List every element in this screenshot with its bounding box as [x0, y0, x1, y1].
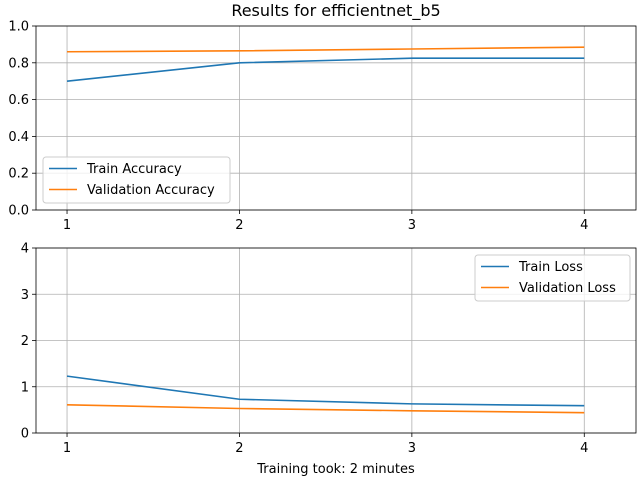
series-line-2 [67, 47, 584, 52]
y-tick-label: 3 [21, 288, 29, 303]
x-tick-label: 1 [63, 218, 71, 233]
y-tick-label: 0.8 [8, 56, 29, 71]
x-tick-label: 2 [235, 441, 243, 456]
legend-entry-2: Validation Accuracy [87, 183, 215, 198]
series-line-1 [67, 58, 584, 81]
y-tick-label: 0.4 [8, 130, 29, 145]
legend-entry-1: Train Accuracy [86, 162, 182, 177]
y-tick-label: 2 [21, 334, 29, 349]
chart-panel-2: 1 2 3 4 0 1 2 3 4 Training took: 2 minutes Train L… [21, 242, 636, 478]
y-tick-label: 0.6 [8, 93, 29, 108]
series-line-1 [67, 376, 584, 406]
x-tick-label: 2 [235, 218, 243, 233]
y-tick-label: 0.2 [8, 167, 29, 182]
chart-panel-1: 1 2 3 4 0.0 0.2 0.4 0.6 0.8 1.0 Results for effici… [8, 1, 636, 233]
y-tick-label: 0 [21, 427, 29, 442]
y-tick-label: 1 [21, 380, 29, 395]
y-tick-label: 0.0 [8, 204, 29, 219]
legend-entry-1: Train Loss [518, 260, 583, 275]
series-line-2 [67, 405, 584, 413]
x-axis-label: Training took: 2 minutes [256, 462, 415, 477]
x-tick-label: 3 [408, 441, 416, 456]
x-tick-label: 1 [63, 441, 71, 456]
legend-entry-2: Validation Loss [519, 281, 616, 296]
x-tick-label: 4 [580, 218, 588, 233]
x-tick-label: 4 [580, 441, 588, 456]
legend: Train Loss Validation Loss [475, 255, 630, 301]
y-tick-label: 1.0 [8, 20, 29, 35]
legend: Train Accuracy Validation Accuracy [43, 157, 230, 203]
y-tick-label: 4 [21, 242, 29, 257]
chart-title: Results for efficientnet_b5 [231, 1, 440, 21]
x-tick-label: 3 [408, 218, 416, 233]
